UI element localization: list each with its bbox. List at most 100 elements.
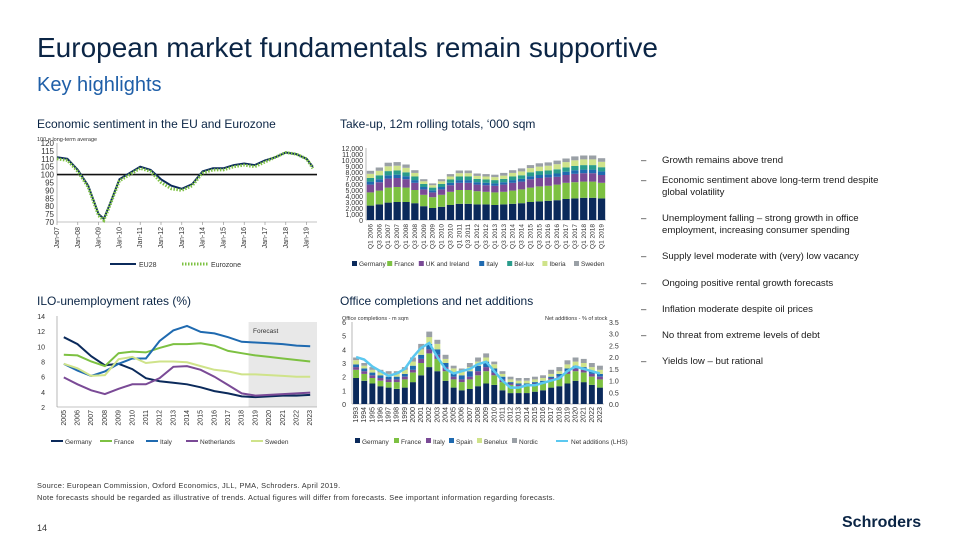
bar-segment-spain	[556, 373, 563, 377]
legend-label: Nordic	[519, 439, 539, 446]
bar-segment-bel-lux	[402, 172, 410, 177]
x-tick-label: 2004	[442, 407, 449, 423]
bar-segment-uk-and-ireland	[562, 175, 570, 183]
bar-segment-benelux	[418, 349, 425, 355]
x-tick-label: Q3 2010	[447, 224, 454, 249]
bar-segment-germany	[450, 387, 457, 404]
bar-segment-france	[517, 189, 526, 204]
bar-segment-germany	[473, 204, 481, 220]
legend-label: Italy	[160, 439, 173, 446]
bar-segment-uk-and-ireland	[429, 192, 437, 198]
bar-segment-spain	[540, 380, 546, 383]
x-tick-label: 2018	[556, 407, 563, 423]
bar-segment-germany	[499, 390, 506, 404]
bar-segment-benelux	[580, 363, 587, 368]
legend-swatch	[418, 261, 424, 266]
bar-segment-france	[499, 382, 506, 391]
x-tick-label: 2014	[184, 410, 191, 426]
bar-segment-benelux	[532, 379, 538, 383]
x-tick-label: 2023	[597, 407, 604, 423]
y-tick-label: 105	[41, 163, 55, 172]
bar-segment-nordic	[475, 357, 481, 362]
y-tick-label: 7,000	[345, 176, 363, 183]
bar-segment-benelux	[588, 367, 595, 372]
bar-segment-italy	[353, 367, 359, 370]
bar-segment-iberia	[402, 167, 410, 173]
bar-segment-iberia	[553, 164, 561, 170]
bar-segment-uk-and-ireland	[544, 177, 552, 186]
schroders-logo: Schroders	[842, 514, 922, 531]
bar-segment-bel-lux	[491, 180, 499, 184]
bar-segment-italy	[384, 175, 392, 179]
bar-segment-benelux	[450, 368, 457, 373]
bar-segment-germany	[535, 201, 543, 220]
bar-segment-uk-and-ireland	[509, 182, 517, 191]
forecast-label: Forecast	[253, 328, 278, 335]
dash-icon: –	[641, 251, 647, 262]
bar-segment-germany	[466, 389, 473, 404]
bar-segment-germany	[446, 205, 455, 220]
legend-swatch	[542, 261, 548, 266]
y-left-tick-label: 1	[342, 388, 346, 395]
bar-segment-france	[369, 378, 376, 384]
bar-segment-france	[572, 371, 579, 381]
bar-segment-spain	[588, 371, 595, 374]
bar-segment-iberia	[580, 159, 588, 166]
bar-segment-germany	[455, 203, 463, 220]
bar-segment-france	[540, 383, 546, 391]
bar-segment-france	[507, 384, 514, 394]
legend-label: Benelux	[484, 439, 508, 446]
bar-segment-italy	[507, 383, 514, 385]
legend-label: France	[114, 439, 135, 446]
bar-segment-bel-lux	[420, 184, 428, 187]
y-tick-label: 85	[45, 194, 54, 203]
bar-segment-france	[458, 382, 465, 391]
highlight-text: Yields low – but rational	[662, 356, 763, 367]
bar-segment-nordic	[426, 331, 433, 338]
bar-segment-france	[483, 371, 490, 384]
bar-segment-germany	[588, 384, 595, 404]
bar-segment-italy	[491, 372, 498, 376]
legend-swatch	[355, 438, 360, 443]
bar-segment-spain	[458, 375, 465, 380]
x-tick-label: 2002	[426, 407, 433, 423]
highlight-text: Ongoing positive rental growth forecasts	[662, 278, 834, 289]
dash-icon: –	[641, 304, 647, 315]
bar-segment-nordic	[353, 357, 359, 361]
bar-segment-benelux	[434, 343, 441, 350]
bar-segment-italy	[402, 176, 410, 180]
bar-segment-france	[564, 373, 571, 384]
x-tick-label: Jan-11	[137, 227, 144, 248]
x-tick-label: Jan-07	[54, 227, 61, 249]
highlight-item: – Growth remains above trend	[641, 155, 901, 167]
bar-segment-italy	[411, 180, 419, 183]
x-tick-label: Q3 2013	[501, 224, 508, 249]
x-tick-label: Q3 2006	[376, 224, 383, 249]
bar-segment-germany	[426, 367, 433, 404]
x-tick-label: 2012	[157, 410, 164, 426]
x-tick-label: 2008	[475, 407, 482, 423]
bar-segment-france	[366, 192, 375, 206]
bar-segment-italy	[491, 183, 499, 186]
bar-segment-germany	[384, 202, 392, 220]
bar-segment-bel-lux	[517, 175, 526, 179]
x-tick-label: 2010	[129, 410, 136, 426]
bar-segment-germany	[580, 197, 588, 220]
bar-segment-iberia	[597, 161, 606, 168]
bar-segment-uk-and-ireland	[589, 173, 597, 182]
bar-segment-germany	[464, 203, 472, 220]
bar-segment-germany	[597, 198, 606, 220]
bar-segment-bel-lux	[553, 169, 561, 174]
legend-label: Sweden	[581, 261, 605, 268]
x-tick-label: Q1 2019	[599, 224, 606, 249]
bar-segment-france	[491, 192, 499, 205]
bar-segment-france	[464, 190, 472, 204]
legend-swatch	[574, 261, 579, 266]
bar-segment-uk-and-ireland	[473, 184, 481, 192]
y-tick-label: 12,000	[342, 146, 364, 153]
bar-segment-france	[402, 187, 410, 202]
bar-segment-france	[437, 194, 446, 207]
bar-segment-spain	[548, 376, 555, 379]
